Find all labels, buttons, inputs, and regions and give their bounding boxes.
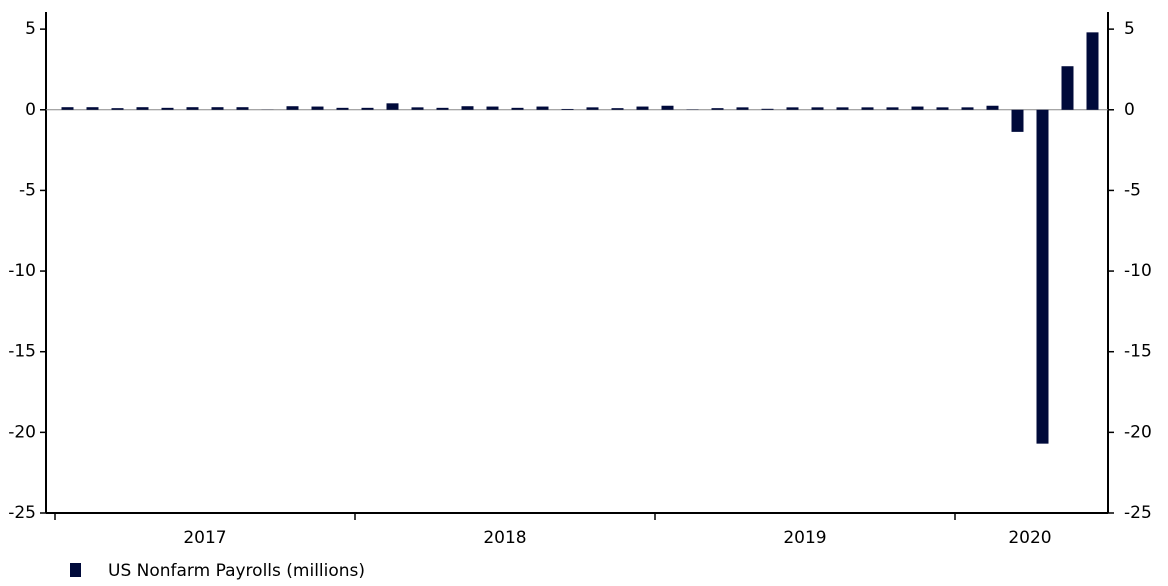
x-tick-label: 2018 <box>483 528 526 548</box>
bar <box>1061 66 1074 110</box>
bar <box>286 106 299 110</box>
bar <box>536 106 549 110</box>
y-tick-label: -5 <box>19 180 36 200</box>
bar <box>111 108 124 110</box>
bar <box>861 107 874 110</box>
bar <box>1036 109 1049 444</box>
bar <box>61 107 74 110</box>
bar <box>986 105 999 110</box>
x-tick-label: 2020 <box>1008 528 1051 548</box>
y-tick-label: 5 <box>25 19 36 39</box>
bar <box>736 107 749 110</box>
y2-tick-label: 0 <box>1124 100 1135 120</box>
bar <box>961 107 974 110</box>
y2-tick-label: -25 <box>1124 503 1152 523</box>
y-tick-label: -15 <box>8 342 36 362</box>
bar <box>186 107 199 110</box>
y2-tick-label: -20 <box>1124 422 1152 442</box>
y2-tick-label: -15 <box>1124 342 1152 362</box>
y-tick-label: -25 <box>8 503 36 523</box>
legend-swatch <box>70 563 81 577</box>
bar <box>636 106 649 110</box>
bar <box>786 107 799 110</box>
legend-label: US Nonfarm Payrolls (millions) <box>108 561 365 581</box>
x-tick-label: 2019 <box>783 528 826 548</box>
x-tick-label: 2017 <box>183 528 226 548</box>
bar <box>361 107 374 110</box>
bar <box>811 107 824 110</box>
y2-tick-label: 5 <box>1124 19 1135 39</box>
bar <box>886 107 899 110</box>
bar <box>136 107 149 110</box>
bar <box>436 107 449 110</box>
bar <box>386 103 399 110</box>
bar <box>1086 32 1099 110</box>
bar <box>761 108 774 110</box>
bar <box>911 106 924 110</box>
bar <box>711 108 724 110</box>
bar <box>311 106 324 110</box>
y-tick-label: -10 <box>8 261 36 281</box>
y2-tick-label: -5 <box>1124 180 1141 200</box>
bar <box>161 107 174 110</box>
bar <box>1011 109 1024 132</box>
bar <box>836 107 849 110</box>
bar <box>611 108 624 110</box>
bar <box>936 107 949 110</box>
y2-tick-label: -10 <box>1124 261 1152 281</box>
bar <box>411 107 424 110</box>
y-tick-label: 0 <box>25 100 36 120</box>
bar <box>486 106 499 110</box>
bar <box>586 107 599 110</box>
bar <box>236 107 249 110</box>
y-tick-label: -20 <box>8 422 36 442</box>
bar <box>661 105 674 110</box>
bar <box>86 107 99 110</box>
bar <box>511 107 524 110</box>
bar <box>461 106 474 110</box>
bar <box>211 107 224 110</box>
bar <box>336 107 349 110</box>
bar <box>561 108 574 110</box>
